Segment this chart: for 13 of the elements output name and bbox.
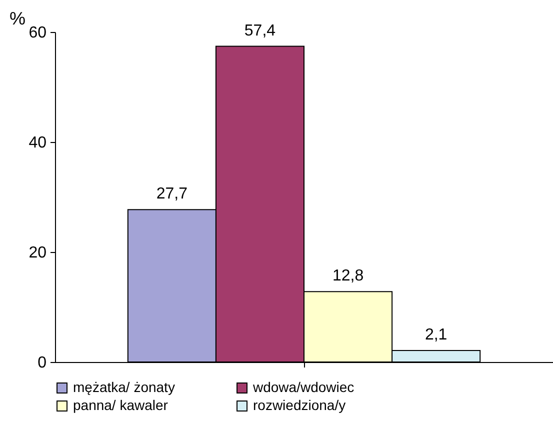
y-axis-title: % — [10, 8, 26, 28]
y-tick-label: 20 — [28, 244, 47, 262]
y-tick-label: 40 — [28, 134, 47, 152]
y-tick-label: 60 — [28, 24, 47, 42]
data-label: 27,7 — [156, 186, 188, 203]
legend-label: panna/ kawaler — [73, 397, 168, 413]
data-label: 12,8 — [332, 268, 364, 285]
data-label: 2,1 — [424, 326, 448, 344]
legend-label: mężatka/ żonaty — [73, 379, 175, 395]
legend-label: rozwiedziona/y — [253, 397, 346, 413]
y-tick-label: 0 — [38, 354, 47, 372]
legend-label: wdowa/wdowiec — [252, 379, 354, 395]
data-label: 57,4 — [244, 22, 276, 40]
